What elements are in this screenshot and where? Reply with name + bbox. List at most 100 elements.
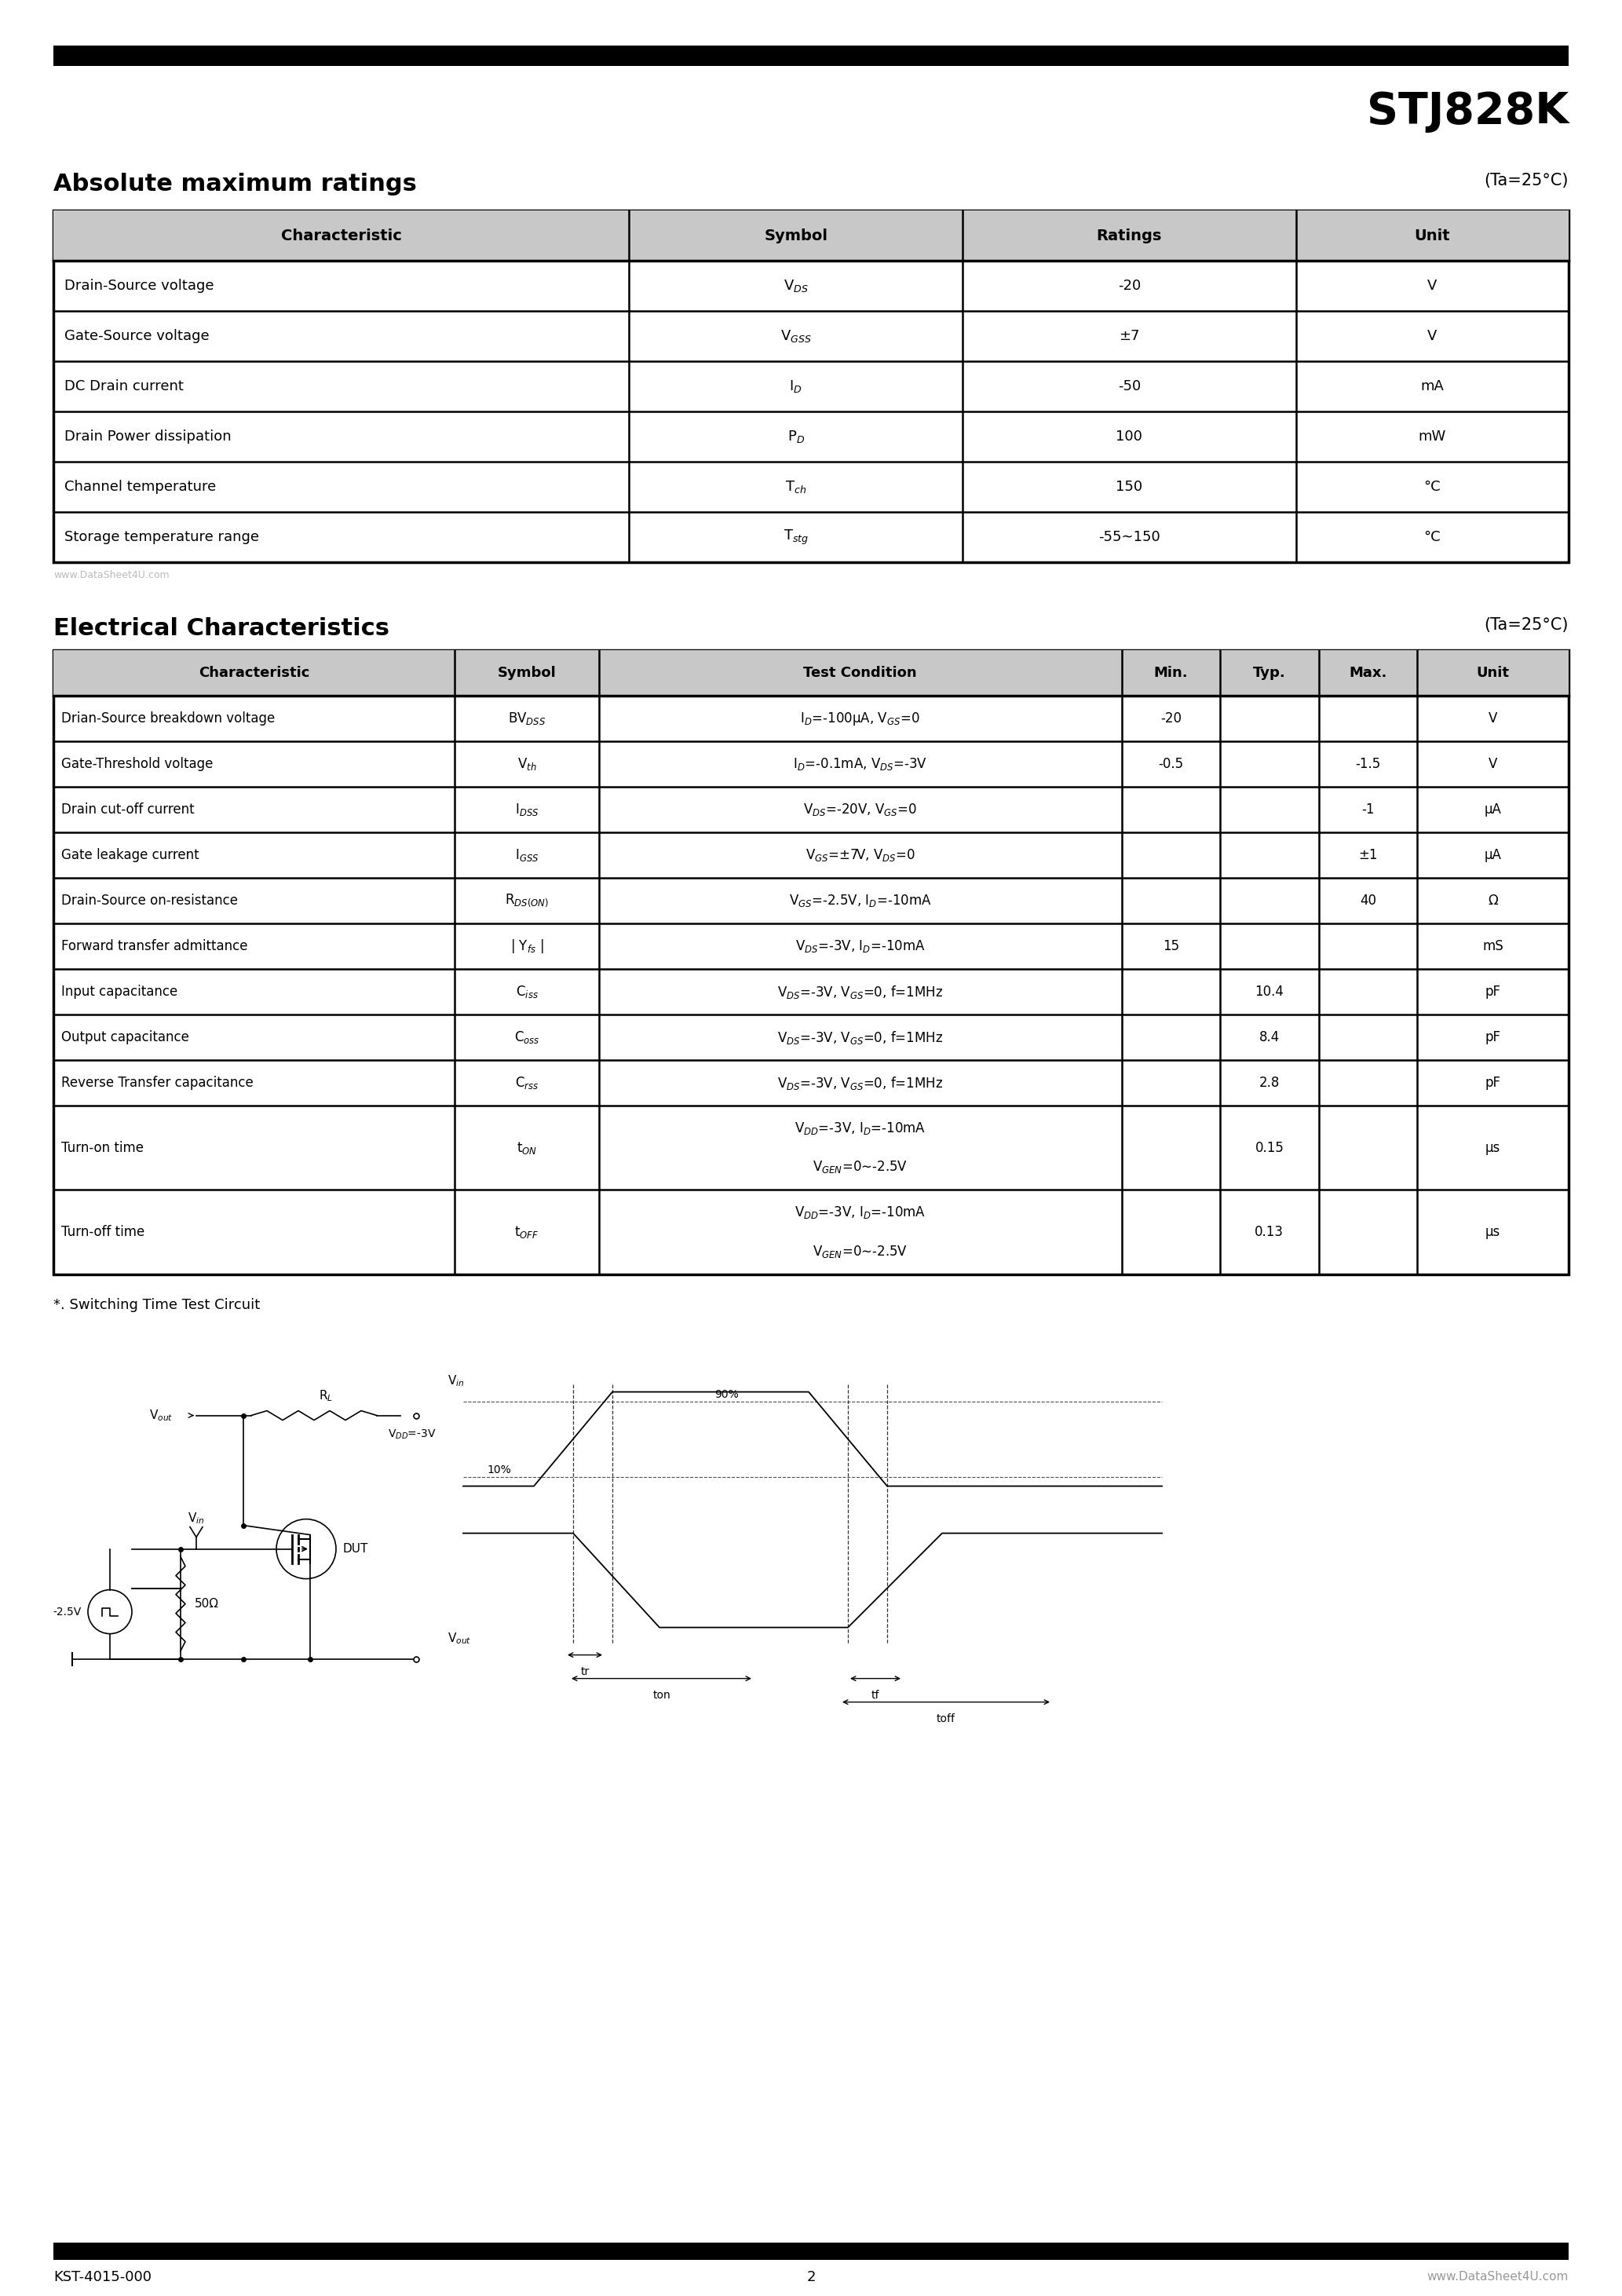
Text: *. Switching Time Test Circuit: *. Switching Time Test Circuit (54, 1297, 260, 1311)
Text: °C: °C (1424, 480, 1440, 494)
Text: V: V (1427, 328, 1437, 342)
Bar (54, 211, 1568, 563)
Text: V$_{DD}$=-3V: V$_{DD}$=-3V (388, 1428, 436, 1442)
Text: Gate leakage current: Gate leakage current (62, 847, 200, 863)
Text: Symbol: Symbol (498, 666, 556, 680)
Text: C$_{oss}$: C$_{oss}$ (514, 1029, 540, 1045)
Text: Channel temperature: Channel temperature (65, 480, 216, 494)
Text: Turn-off time: Turn-off time (62, 1224, 144, 1240)
Text: KST-4015-000: KST-4015-000 (54, 2271, 151, 2285)
Bar (54, 46, 1568, 67)
Text: 100: 100 (1116, 429, 1142, 443)
Text: V: V (1489, 712, 1497, 726)
Text: V$_{GS}$=-2.5V, I$_{D}$=-10mA: V$_{GS}$=-2.5V, I$_{D}$=-10mA (788, 893, 931, 909)
Text: I$_{D}$: I$_{D}$ (790, 379, 803, 395)
Text: Storage temperature range: Storage temperature range (65, 530, 260, 544)
Text: Ω: Ω (1487, 893, 1497, 907)
Text: μs: μs (1486, 1141, 1500, 1155)
Text: V$_{DS}$=-20V, V$_{GS}$=0: V$_{DS}$=-20V, V$_{GS}$=0 (803, 801, 918, 817)
Text: I$_{D}$=-100μA, V$_{GS}$=0: I$_{D}$=-100μA, V$_{GS}$=0 (800, 709, 920, 728)
Text: t$_{ON}$: t$_{ON}$ (516, 1139, 537, 1155)
Text: μs: μs (1486, 1224, 1500, 1240)
Text: -50: -50 (1118, 379, 1140, 393)
Bar (54, 650, 1568, 1274)
Text: V$_{DD}$=-3V, I$_{D}$=-10mA: V$_{DD}$=-3V, I$_{D}$=-10mA (795, 1205, 926, 1221)
Text: V$_{in}$: V$_{in}$ (448, 1373, 464, 1389)
Text: (Ta=25°C): (Ta=25°C) (1484, 618, 1568, 634)
Text: V$_{in}$: V$_{in}$ (188, 1511, 204, 1525)
Text: Characteristic: Characteristic (198, 666, 310, 680)
Text: μA: μA (1484, 847, 1502, 863)
Bar (54, 2243, 1568, 2259)
Text: 0.15: 0.15 (1255, 1141, 1285, 1155)
Text: Output capacitance: Output capacitance (62, 1031, 190, 1045)
Text: V$_{DS}$=-3V, I$_{D}$=-10mA: V$_{DS}$=-3V, I$_{D}$=-10mA (795, 939, 925, 955)
Text: V$_{out}$: V$_{out}$ (448, 1632, 472, 1646)
Text: μA: μA (1484, 804, 1502, 817)
Text: mW: mW (1418, 429, 1447, 443)
Text: 10.4: 10.4 (1255, 985, 1285, 999)
Text: pF: pF (1486, 1077, 1500, 1091)
Text: V$_{DS}$: V$_{DS}$ (783, 278, 808, 294)
Text: DC Drain current: DC Drain current (65, 379, 183, 393)
Text: V: V (1489, 758, 1497, 771)
Text: -20: -20 (1118, 278, 1140, 294)
Text: Characteristic: Characteristic (281, 227, 402, 243)
Text: Unit: Unit (1476, 666, 1510, 680)
Text: T$_{ch}$: T$_{ch}$ (785, 480, 806, 494)
Text: Ratings: Ratings (1096, 227, 1161, 243)
Text: 0.13: 0.13 (1255, 1224, 1285, 1240)
Text: I$_{D}$=-0.1mA, V$_{DS}$=-3V: I$_{D}$=-0.1mA, V$_{DS}$=-3V (793, 755, 928, 771)
Text: 150: 150 (1116, 480, 1142, 494)
Text: V$_{th}$: V$_{th}$ (517, 755, 537, 771)
Text: V: V (1427, 278, 1437, 294)
Text: ton: ton (652, 1690, 670, 1701)
Text: V$_{GEN}$=0∼-2.5V: V$_{GEN}$=0∼-2.5V (813, 1159, 908, 1176)
Text: C$_{iss}$: C$_{iss}$ (516, 985, 539, 999)
Text: 50Ω: 50Ω (195, 1598, 219, 1609)
Text: Typ.: Typ. (1252, 666, 1286, 680)
Text: V$_{DS}$=-3V, V$_{GS}$=0, f=1MHz: V$_{DS}$=-3V, V$_{GS}$=0, f=1MHz (777, 983, 944, 1001)
Text: V$_{DS}$=-3V, V$_{GS}$=0, f=1MHz: V$_{DS}$=-3V, V$_{GS}$=0, f=1MHz (777, 1075, 944, 1091)
Text: Electrical Characteristics: Electrical Characteristics (54, 618, 389, 641)
Text: (Ta=25°C): (Ta=25°C) (1484, 172, 1568, 188)
Text: t$_{OFF}$: t$_{OFF}$ (514, 1224, 539, 1240)
Text: Min.: Min. (1153, 666, 1187, 680)
Text: V$_{DS}$=-3V, V$_{GS}$=0, f=1MHz: V$_{DS}$=-3V, V$_{GS}$=0, f=1MHz (777, 1029, 944, 1045)
Text: tr: tr (581, 1667, 589, 1676)
Text: P$_{D}$: P$_{D}$ (787, 429, 805, 445)
Text: Drain cut-off current: Drain cut-off current (62, 804, 195, 817)
Text: 10%: 10% (487, 1465, 511, 1474)
Text: 90%: 90% (714, 1389, 738, 1401)
Text: C$_{rss}$: C$_{rss}$ (514, 1075, 539, 1091)
Text: Turn-on time: Turn-on time (62, 1141, 144, 1155)
Text: °C: °C (1424, 530, 1440, 544)
Text: ±1: ±1 (1358, 847, 1377, 863)
Text: tf: tf (871, 1690, 879, 1701)
Text: pF: pF (1486, 1031, 1500, 1045)
Text: mS: mS (1483, 939, 1504, 953)
Text: | Y$_{fs}$ |: | Y$_{fs}$ | (511, 937, 543, 955)
Text: 2.8: 2.8 (1259, 1077, 1280, 1091)
Text: -0.5: -0.5 (1158, 758, 1184, 771)
Text: Unit: Unit (1414, 227, 1450, 243)
Text: www.DataSheet4U.com: www.DataSheet4U.com (1427, 2271, 1568, 2282)
Text: V$_{GEN}$=0∼-2.5V: V$_{GEN}$=0∼-2.5V (813, 1244, 908, 1258)
Text: Max.: Max. (1350, 666, 1387, 680)
Text: I$_{GSS}$: I$_{GSS}$ (514, 847, 539, 863)
Text: -2.5V: -2.5V (54, 1607, 81, 1616)
Bar (54, 650, 1568, 696)
Text: ±7: ±7 (1119, 328, 1140, 342)
Text: Gate-Threshold voltage: Gate-Threshold voltage (62, 758, 212, 771)
Text: 40: 40 (1359, 893, 1375, 907)
Text: Gate-Source voltage: Gate-Source voltage (65, 328, 209, 342)
Text: R$_L$: R$_L$ (320, 1389, 333, 1403)
Text: Test Condition: Test Condition (803, 666, 916, 680)
Bar (54, 211, 1568, 262)
Text: 2: 2 (806, 2271, 816, 2285)
Text: Drain Power dissipation: Drain Power dissipation (65, 429, 232, 443)
Text: DUT: DUT (342, 1543, 368, 1554)
Text: Forward transfer admittance: Forward transfer admittance (62, 939, 248, 953)
Text: pF: pF (1486, 985, 1500, 999)
Text: T$_{stg}$: T$_{stg}$ (783, 528, 808, 546)
